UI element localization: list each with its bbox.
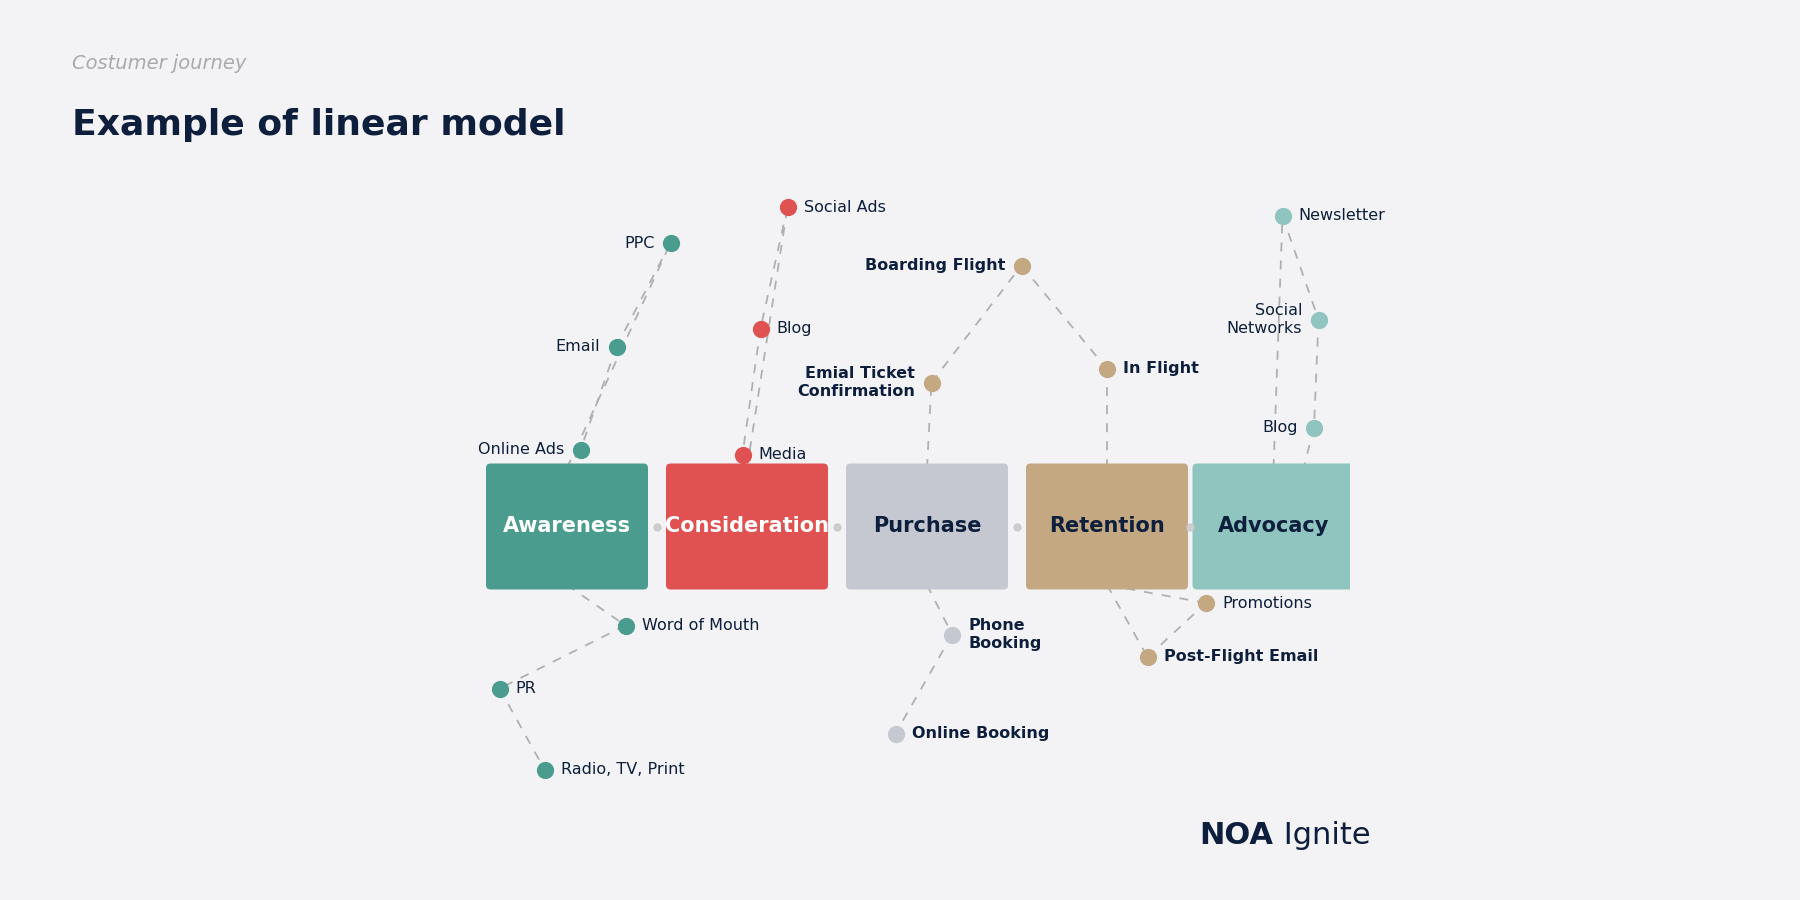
Text: Costumer journey: Costumer journey [72,54,247,73]
Text: Online Ads: Online Ads [479,443,565,457]
Text: Social Ads: Social Ads [803,200,886,214]
Text: Ignite: Ignite [1274,822,1370,850]
Text: Email: Email [556,339,599,354]
Text: Consideration: Consideration [664,517,830,536]
Point [1008,258,1037,273]
Point [916,375,947,390]
Point [1093,362,1121,376]
Text: Newsletter: Newsletter [1300,209,1386,223]
Point [745,321,774,336]
Point [601,339,632,354]
Point [610,618,641,633]
Point [938,627,967,642]
Text: PPC: PPC [625,236,655,250]
Point [1134,650,1163,664]
Point [655,236,684,250]
Text: Post-Flight Email: Post-Flight Email [1165,650,1318,664]
Text: Phone
Booking: Phone Booking [968,617,1042,652]
FancyBboxPatch shape [846,464,1008,590]
Point [774,200,803,214]
Point [565,443,594,457]
Text: Radio, TV, Print: Radio, TV, Print [562,762,684,777]
Text: PR: PR [517,681,536,696]
Point [727,447,756,462]
Text: Awareness: Awareness [502,517,632,536]
Text: Online Booking: Online Booking [913,726,1049,741]
Point [1303,312,1332,327]
Point [486,681,515,696]
Text: Social
Networks: Social Networks [1228,302,1301,337]
Point [1300,420,1328,435]
Text: Boarding Flight: Boarding Flight [866,258,1004,273]
Text: Purchase: Purchase [873,517,981,536]
FancyBboxPatch shape [486,464,648,590]
Text: In Flight: In Flight [1123,362,1199,376]
Text: NOA: NOA [1199,822,1274,850]
Text: Promotions: Promotions [1222,596,1312,610]
Text: Emial Ticket
Confirmation: Emial Ticket Confirmation [797,365,914,400]
Text: Example of linear model: Example of linear model [72,108,565,142]
Point [1267,209,1296,223]
Point [882,726,909,741]
Text: Blog: Blog [778,321,812,336]
FancyBboxPatch shape [666,464,828,590]
FancyBboxPatch shape [1026,464,1188,590]
Point [1192,596,1220,610]
Text: Retention: Retention [1049,517,1165,536]
Text: Media: Media [760,447,806,462]
Text: Word of Mouth: Word of Mouth [643,618,760,633]
Text: Advocacy: Advocacy [1219,517,1328,536]
Point [529,762,558,777]
Text: Blog: Blog [1262,420,1298,435]
FancyBboxPatch shape [1192,464,1354,590]
